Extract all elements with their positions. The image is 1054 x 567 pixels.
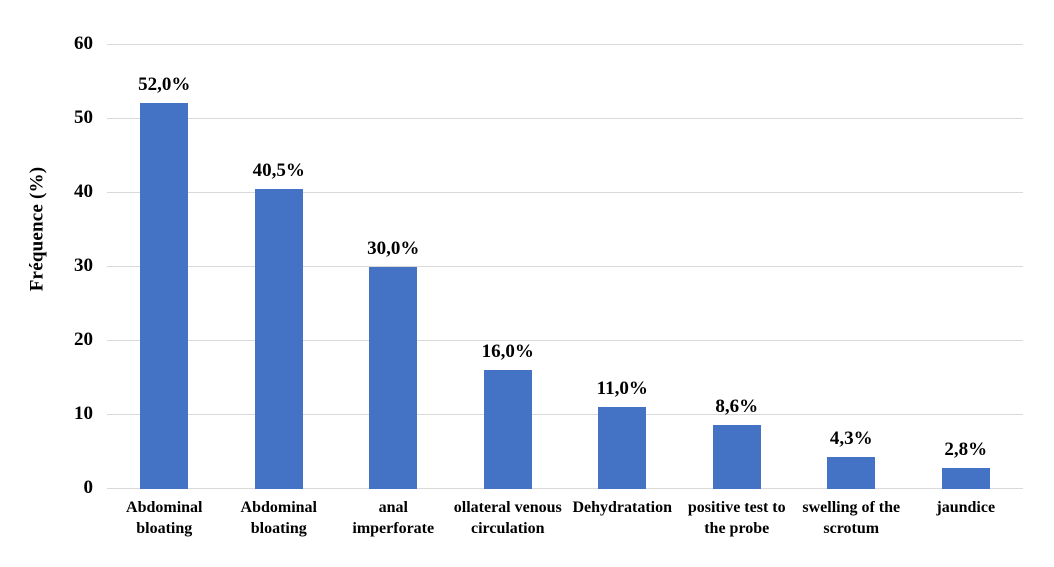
bar-value-label: 11,0% bbox=[596, 378, 648, 400]
bar bbox=[254, 188, 303, 489]
gridline bbox=[107, 340, 1023, 341]
bar bbox=[483, 370, 532, 489]
category-label: Abdominal bloating bbox=[240, 499, 317, 537]
y-tick-label: 40 bbox=[74, 181, 93, 202]
bar-value-label: 16,0% bbox=[481, 341, 534, 363]
bar-value-label: 52,0% bbox=[138, 74, 191, 96]
bar-slot: 8,6% bbox=[680, 44, 795, 489]
bar bbox=[598, 407, 647, 489]
bar bbox=[827, 457, 876, 489]
bar-slot: 16,0% bbox=[451, 44, 566, 489]
bar-value-label: 30,0% bbox=[367, 237, 420, 259]
gridline bbox=[107, 414, 1023, 415]
bar-slot: 11,0% bbox=[565, 44, 680, 489]
y-tick-label: 10 bbox=[74, 403, 93, 424]
bar-slot: 40,5% bbox=[222, 44, 337, 489]
category-label: jaundice bbox=[936, 499, 996, 516]
bars-container: 52,0% 40,5% 30,0% 16,0% 11,0% 8,6% 4,3% 2,8% bbox=[107, 44, 1023, 489]
bar bbox=[140, 103, 189, 489]
plot-area: 52,0% 40,5% 30,0% 16,0% 11,0% 8,6% 4,3% 2,8% bbox=[107, 44, 1023, 489]
y-tick-label: 50 bbox=[74, 107, 93, 128]
bar bbox=[712, 425, 761, 489]
gridline bbox=[107, 118, 1023, 119]
bar-value-label: 4,3% bbox=[829, 428, 873, 450]
bar-slot: 52,0% bbox=[107, 44, 222, 489]
y-tick-label: 30 bbox=[74, 255, 93, 276]
category-label: swelling of the scrotum bbox=[802, 499, 901, 537]
gridline bbox=[107, 44, 1023, 45]
y-tick-label: 60 bbox=[74, 33, 93, 54]
bar-value-label: 8,6% bbox=[715, 396, 759, 418]
category-label: anal imperforate bbox=[352, 499, 435, 537]
bar-slot: 4,3% bbox=[794, 44, 909, 489]
gridline bbox=[107, 488, 1023, 489]
category-label: Abdominal bloating bbox=[126, 499, 203, 537]
bar-value-label: 40,5% bbox=[252, 159, 305, 181]
category-label: Dehydratation bbox=[572, 499, 673, 516]
y-axis-title: Fréquence (%) bbox=[26, 166, 48, 292]
y-tick-label: 20 bbox=[74, 329, 93, 350]
gridline bbox=[107, 192, 1023, 193]
category-label: positive test to the probe bbox=[687, 499, 786, 537]
bar bbox=[369, 266, 418, 489]
x-axis-category-labels: Abdominal bloating Abdominal bloating anal… bbox=[107, 497, 1023, 539]
gridline bbox=[107, 266, 1023, 267]
bar bbox=[941, 468, 990, 489]
y-tick-label: 0 bbox=[83, 477, 94, 498]
category-label: ollateral venous circulation bbox=[453, 499, 562, 537]
bar-slot: 30,0% bbox=[336, 44, 451, 489]
bar-slot: 2,8% bbox=[909, 44, 1024, 489]
bar-value-label: 2,8% bbox=[944, 439, 988, 461]
